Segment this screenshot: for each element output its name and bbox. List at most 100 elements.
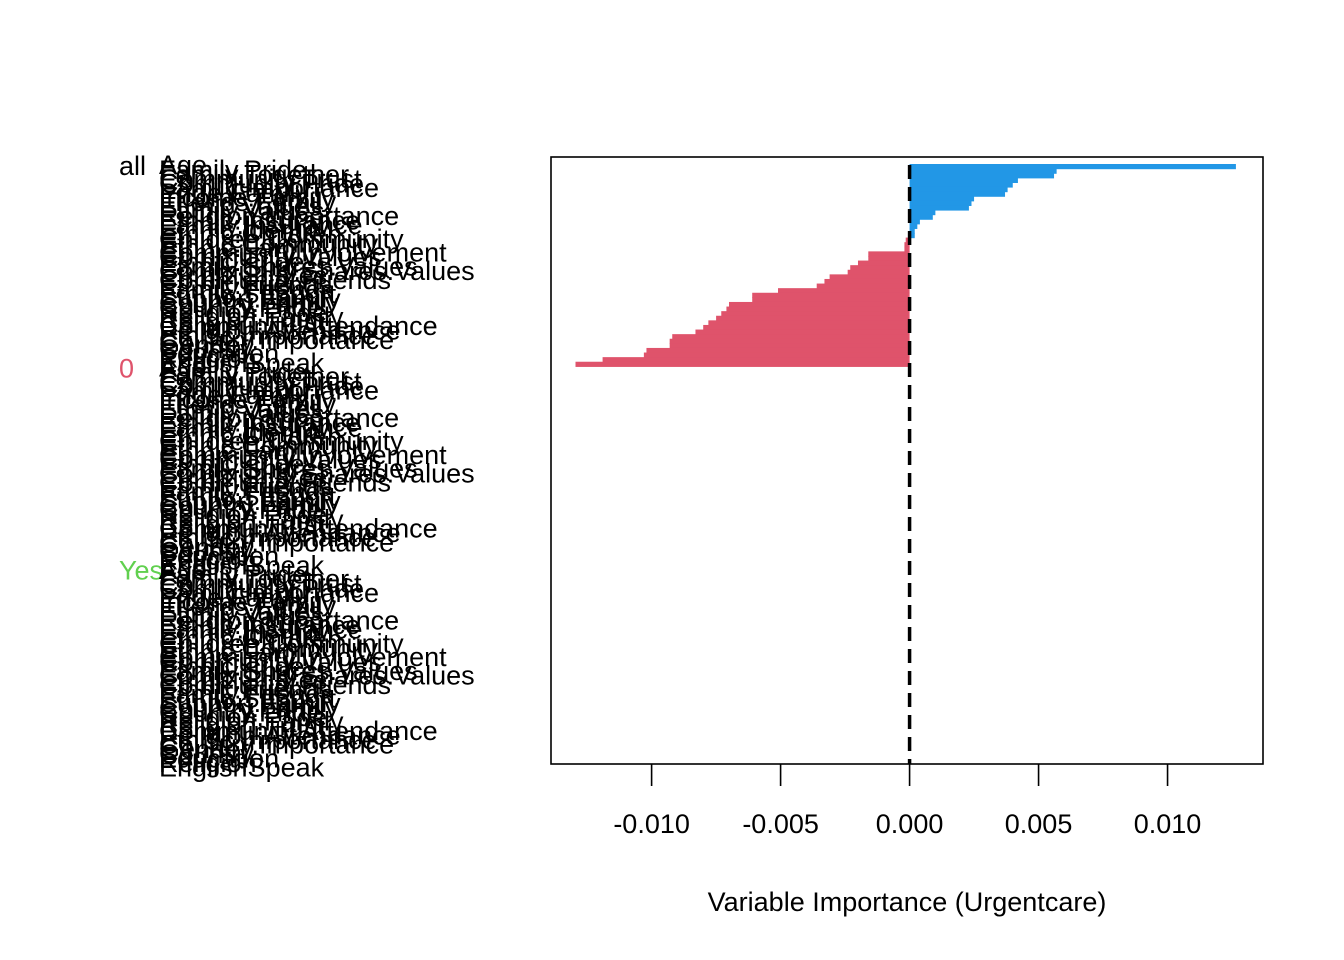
importance-bar: [672, 334, 910, 340]
variable-label: Ethnic.Support: [159, 684, 337, 714]
bars-layer: [575, 164, 1236, 367]
variable-label: Country: [159, 334, 254, 364]
variable-label: Community.Involvement: [159, 642, 447, 672]
variable-label: Family.Pride: [159, 559, 307, 589]
variable-label: EnglishSpeak: [159, 550, 325, 580]
variable-label: Children.Community: [159, 224, 404, 254]
variable-label: Ethnic.Children: [159, 624, 342, 654]
importance-bar: [909, 177, 1018, 183]
importance-bar: [816, 283, 910, 289]
x-axis: -0.010 -0.005 0.000 0.005 0.010: [613, 764, 1201, 839]
variable-label: Ethnic.Values: [159, 394, 322, 424]
importance-bar: [909, 186, 1008, 193]
plot-frame: [550, 156, 1264, 765]
importance-bar: [669, 338, 910, 344]
variable-label: Gender: [159, 734, 249, 764]
variable-label: Country.Family: [159, 490, 339, 520]
importance-bar: [829, 274, 910, 280]
variable-label: Community.Shares.Values: [159, 661, 475, 691]
x-tick-label: 0.005: [1005, 809, 1073, 839]
variable-label: Country.Family: [159, 288, 339, 318]
variable-label: Age: [159, 150, 207, 180]
variable-label: Community.Pride: [159, 573, 364, 603]
importance-bar: [909, 214, 933, 220]
variable-label: Community.Friends: [159, 467, 391, 497]
variable-label: Religion.Pride: [159, 297, 327, 327]
variable-label: Ethnic.Insurance: [159, 408, 360, 438]
importance-bar: [716, 315, 910, 321]
variable-label: Friends.Family: [159, 592, 337, 622]
variable-label: Family.Together: [159, 362, 349, 392]
variable-label: Religion.Family: [159, 504, 344, 534]
variable-label: Ethnic.Importance: [159, 523, 377, 553]
group-label-yes: Yes: [119, 556, 163, 586]
variable-label: Ethnic.Values: [159, 596, 322, 626]
variable-label: Gender: [159, 330, 249, 360]
importance-bar: [721, 311, 910, 317]
variable-label: Family.Insurance: [159, 210, 363, 240]
variable-label: Country: [159, 739, 254, 769]
variable-label: Country.Importance: [159, 730, 394, 760]
variable-label: Religion.Importance: [159, 403, 399, 433]
variable-label: Ethnic.Support: [159, 481, 337, 511]
variable-label: Ethnic.Insurance: [159, 205, 360, 235]
variable-label: Religion: [159, 748, 257, 778]
variable-label: Family.Insurance: [159, 615, 363, 645]
variable-label: EnglishSpeak: [159, 753, 325, 783]
variable-label: Ethnic.Community: [159, 633, 379, 663]
importance-bar: [909, 219, 920, 225]
variable-label: Family.Friends: [159, 274, 334, 304]
variable-label: Support.Family: [159, 486, 341, 516]
importance-bar: [909, 191, 1006, 197]
variable-label: Religion.Trust: [159, 509, 325, 539]
importance-bar: [909, 228, 915, 234]
variable-label: Ethnic.Family: [159, 233, 322, 263]
variable-label: Religion.Family: [159, 302, 344, 332]
variable-label: Family.Insurance: [159, 412, 363, 442]
variable-label: Community.Involvement: [159, 440, 447, 470]
importance-bar: [909, 173, 1055, 179]
variable-label: Pride.Family: [159, 178, 310, 208]
variable-label: Country.Pride: [159, 697, 322, 727]
variable-label: Religion.Attendance: [159, 518, 401, 548]
variable-label: Community.Involvement: [159, 238, 447, 268]
variable-label: Ethnic.Importance: [159, 725, 377, 755]
variable-label: Community.Shares.Values: [159, 256, 475, 286]
variable-label: Religion.Pride: [159, 500, 327, 530]
variable-label: EnglishSpeak: [159, 348, 325, 378]
importance-bar: [904, 246, 910, 252]
importance-bar: [752, 292, 910, 298]
importance-bar: [909, 168, 1057, 174]
variable-label: Ethnic.Friends: [159, 472, 332, 502]
variable-label: Family.Together: [159, 159, 349, 189]
variable-label: Children.Community: [159, 426, 404, 456]
variable-label: Community.Trust: [159, 569, 362, 599]
variable-label: Religion.Trust: [159, 711, 325, 741]
importance-bar: [752, 297, 910, 303]
variable-label: Children.Community: [159, 628, 404, 658]
importance-bar: [868, 255, 910, 262]
variable-label: Religion.Attendance: [159, 316, 401, 346]
variable-label: Ethnic.Friends: [159, 270, 332, 300]
variable-label: Ethnic.Shares: [159, 261, 327, 291]
variable-label: Country.Pride: [159, 293, 322, 323]
variable-label: Family.Friends: [159, 477, 334, 507]
variable-label: Religion.Attendance: [159, 720, 401, 750]
importance-bar: [909, 164, 1236, 170]
variable-label: Community.Pride: [159, 371, 364, 401]
importance-bar: [824, 278, 910, 285]
variable-label: Community.Trust: [159, 164, 362, 194]
x-tick-label: -0.010: [613, 809, 690, 839]
importance-bar: [868, 251, 910, 257]
importance-bar: [850, 265, 910, 271]
variable-label: Country: [159, 536, 254, 566]
variable-label: Ethnic.Support: [159, 279, 337, 309]
variable-labels-layer: all AgeFamily.PrideFamily.TogetherCommuni…: [119, 150, 475, 782]
variable-label: Ethnic.Identity: [159, 417, 329, 447]
importance-bar: [909, 209, 936, 216]
variable-label: Religion.Family: [159, 707, 344, 737]
variable-label: Community.Friends: [159, 265, 391, 295]
importance-bar: [729, 301, 910, 308]
importance-bar: [708, 320, 910, 326]
